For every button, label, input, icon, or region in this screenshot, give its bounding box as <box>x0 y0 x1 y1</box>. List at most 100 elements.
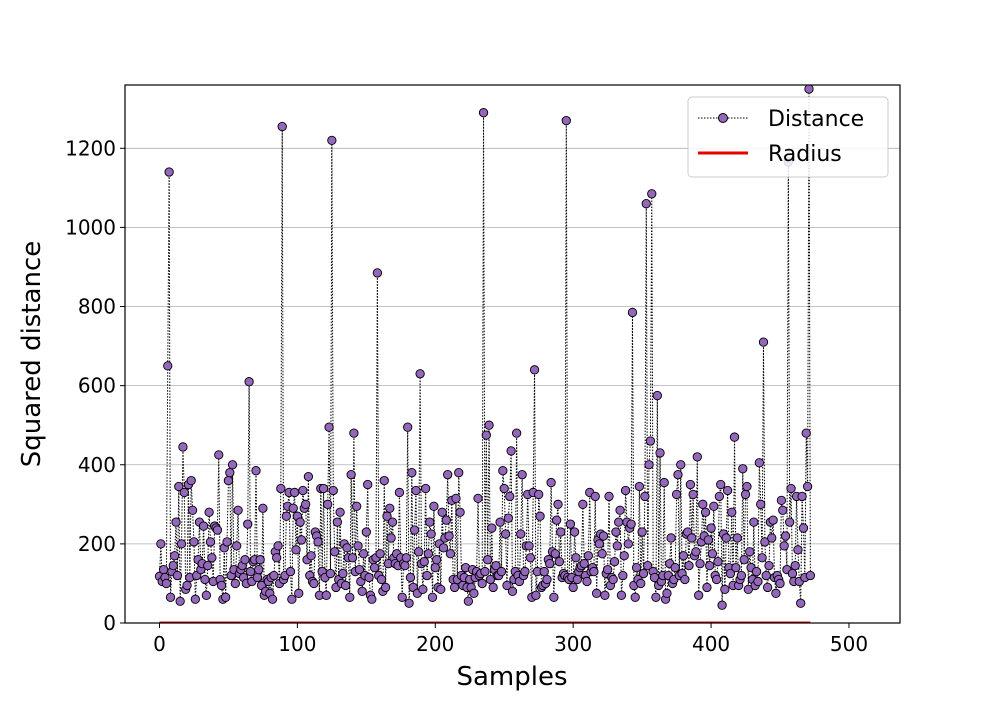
data-point <box>716 479 726 490</box>
data-point <box>670 562 680 573</box>
data-point <box>164 167 174 177</box>
data-point <box>240 555 250 565</box>
data-point <box>367 594 377 604</box>
data-point <box>291 545 301 555</box>
data-point <box>496 566 507 577</box>
data-point <box>525 553 536 563</box>
data-point <box>313 537 323 547</box>
data-point <box>780 531 791 541</box>
data-point <box>295 517 305 527</box>
data-point <box>425 517 435 527</box>
data-point <box>491 560 501 571</box>
data-point <box>385 503 395 513</box>
data-point <box>376 574 387 585</box>
data-point <box>267 594 278 604</box>
data-point <box>244 377 254 387</box>
data-point <box>342 543 352 553</box>
data-point <box>688 489 698 500</box>
data-point <box>372 268 383 278</box>
y-tick-label: 1200 <box>65 136 116 160</box>
data-point <box>420 483 431 494</box>
y-tick-label: 400 <box>78 453 116 477</box>
data-point <box>158 564 169 575</box>
data-point <box>186 475 196 486</box>
legend-box <box>687 96 889 178</box>
data-point <box>554 557 565 567</box>
data-point <box>517 469 527 480</box>
data-point <box>455 507 465 517</box>
data-point <box>245 566 256 577</box>
data-point <box>190 594 200 604</box>
data-point <box>176 539 187 549</box>
data-point <box>345 592 355 602</box>
y-tick-label: 200 <box>78 532 116 556</box>
data-point <box>338 568 348 579</box>
data-point <box>571 553 581 563</box>
data-point <box>594 539 605 549</box>
data-point <box>618 570 628 581</box>
data-point <box>511 428 522 438</box>
data-point <box>364 572 374 583</box>
data-point <box>328 485 338 496</box>
data-point <box>451 493 461 504</box>
y-axis-title: Squared distance <box>17 241 47 467</box>
data-point <box>380 582 391 593</box>
data-point <box>230 578 240 589</box>
data-point <box>227 460 238 470</box>
data-point <box>431 555 442 565</box>
data-point <box>258 503 268 513</box>
data-point <box>225 468 235 478</box>
data-point <box>441 515 451 525</box>
data-point <box>802 481 813 492</box>
data-point <box>444 531 454 541</box>
data-point <box>187 505 198 515</box>
data-point <box>761 570 771 581</box>
data-point <box>604 491 614 502</box>
data-point <box>273 541 283 551</box>
grid-layer <box>125 147 900 624</box>
data-point <box>168 560 178 571</box>
data-point <box>600 590 610 600</box>
data-point <box>500 529 511 539</box>
data-point <box>449 582 460 593</box>
data-point <box>414 547 424 557</box>
data-point <box>163 361 173 371</box>
data-point <box>254 564 264 575</box>
data-point <box>756 499 766 509</box>
data-point <box>687 533 697 543</box>
data-point <box>636 578 646 589</box>
data-point <box>620 485 631 496</box>
data-point <box>627 307 638 318</box>
data-point <box>706 523 716 533</box>
data-point <box>403 422 413 432</box>
data-point <box>223 475 234 486</box>
data-point <box>418 584 428 595</box>
data-point <box>175 596 185 606</box>
data-point <box>463 596 474 606</box>
data-point <box>321 590 331 600</box>
data-point <box>673 469 683 480</box>
data-point <box>165 592 176 602</box>
data-point <box>189 537 199 547</box>
data-point <box>488 582 498 593</box>
y-tick-label: 1000 <box>65 215 116 239</box>
data-point <box>662 588 672 598</box>
x-tick-label: 100 <box>278 632 316 656</box>
data-point <box>361 527 371 537</box>
data-point <box>582 576 592 587</box>
data-point <box>222 537 232 547</box>
data-point <box>409 525 420 535</box>
data-point <box>720 584 730 595</box>
data-point <box>702 582 712 593</box>
data-point <box>641 199 651 209</box>
data-point <box>678 551 689 561</box>
data-point <box>422 570 432 581</box>
data-point <box>713 557 723 567</box>
data-point <box>379 475 389 486</box>
data-point <box>714 491 724 502</box>
data-point <box>329 547 340 557</box>
data-point <box>743 584 753 595</box>
data-point <box>739 555 749 565</box>
data-point <box>375 549 385 559</box>
data-point <box>520 566 530 577</box>
